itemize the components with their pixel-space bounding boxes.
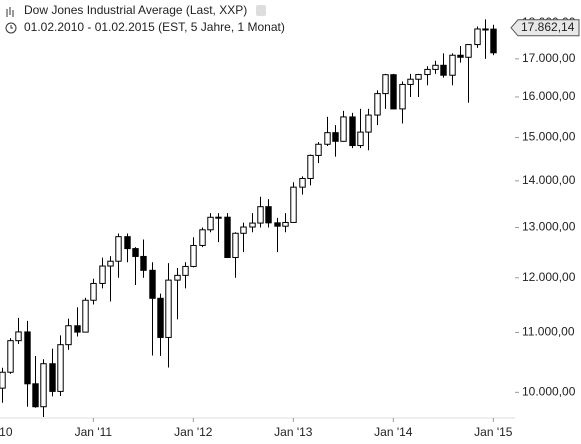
- y-tick-label: 17.000,00: [522, 51, 576, 65]
- candle-body: [490, 28, 497, 54]
- candle-body: [149, 269, 156, 299]
- candle-body: [107, 260, 114, 267]
- candle-body: [0, 371, 6, 389]
- x-tick-label: Jan '11: [75, 425, 113, 439]
- candle-body: [115, 236, 122, 262]
- candle-body: [199, 229, 206, 246]
- candle-body: [74, 325, 81, 333]
- x-tick-label: Jan '15: [474, 425, 513, 439]
- candle-body: [207, 216, 214, 231]
- candle-body: [282, 221, 289, 227]
- candle-body: [457, 54, 464, 58]
- candle-body: [365, 114, 372, 133]
- candle-body: [90, 282, 97, 301]
- candle-body: [24, 331, 31, 385]
- clock-icon: [5, 22, 17, 34]
- candle-body: [232, 232, 239, 259]
- candle-body: [57, 344, 64, 392]
- candle-body: [357, 131, 364, 147]
- candle-body: [15, 331, 22, 342]
- y-tick-label: 14.000,00: [522, 173, 576, 187]
- candle-body: [424, 68, 431, 76]
- candle-body: [165, 279, 172, 338]
- candle-body: [482, 28, 489, 31]
- candle-body: [215, 216, 222, 219]
- candle-body: [465, 44, 472, 58]
- candle-body: [140, 255, 147, 271]
- y-tick-label: 11.000,00: [522, 325, 575, 339]
- y-tick-label: 16.000,00: [522, 89, 576, 103]
- candle-body: [257, 206, 264, 224]
- candle-body: [182, 265, 189, 276]
- candle-body: [307, 154, 314, 179]
- candle-body: [82, 299, 89, 333]
- candle-body: [432, 64, 439, 70]
- y-tick-label: 13.000,00: [522, 220, 576, 234]
- y-tick-label: 12.000,00: [522, 270, 576, 284]
- candle-body: [332, 132, 339, 142]
- candle-body: [290, 186, 297, 223]
- x-tick-label: Jan '12: [174, 425, 213, 439]
- candle-body: [274, 222, 281, 227]
- candle-body: [474, 28, 481, 46]
- candle-body: [240, 226, 247, 234]
- candle-body: [224, 216, 231, 259]
- plot-area: [0, 19, 497, 418]
- candle-body: [340, 116, 347, 142]
- candle-body: [124, 236, 131, 250]
- candle-body: [382, 74, 389, 95]
- info-icon[interactable]: [256, 5, 266, 16]
- candle-body: [315, 143, 322, 156]
- header-icon: [6, 7, 14, 17]
- candle-body: [324, 132, 331, 145]
- candle-body: [399, 83, 406, 110]
- chart-subtitle: 01.02.2010 - 01.02.2015 (EST, 5 Jahre, 1…: [24, 20, 285, 34]
- candle-body: [7, 340, 14, 373]
- candle-body: [299, 177, 306, 188]
- candle-body: [32, 383, 39, 408]
- candle-body: [132, 248, 139, 257]
- candle-body: [265, 206, 272, 224]
- clock-hands: [10, 25, 13, 29]
- candle-body: [349, 116, 356, 147]
- x-tick-label: Jan '14: [374, 425, 413, 439]
- candle-body: [374, 93, 381, 116]
- candle-body: [415, 74, 422, 80]
- x-tick-label: Jan '13: [274, 425, 313, 439]
- candle-body: [65, 325, 72, 346]
- y-tick-label: 10.000,00: [522, 385, 576, 399]
- candle-body: [390, 74, 397, 110]
- candle-body: [449, 54, 456, 76]
- chart-title: Dow Jones Industrial Average (Last, XXP): [24, 3, 247, 17]
- candle-body: [49, 363, 56, 392]
- candle-body: [190, 244, 197, 267]
- candle-body: [157, 297, 164, 338]
- last-value-tag: [510, 19, 580, 37]
- candle-body: [407, 78, 414, 85]
- candle-body: [99, 265, 106, 284]
- candle-body: [40, 363, 47, 408]
- candle-body: [174, 274, 181, 281]
- x-tick-label: Jan '10: [0, 425, 13, 439]
- candle-body: [249, 222, 256, 228]
- candle-body: [440, 64, 447, 76]
- last-value-label: 17.862,14: [521, 20, 575, 34]
- y-tick-label: 15.000,00: [522, 130, 576, 144]
